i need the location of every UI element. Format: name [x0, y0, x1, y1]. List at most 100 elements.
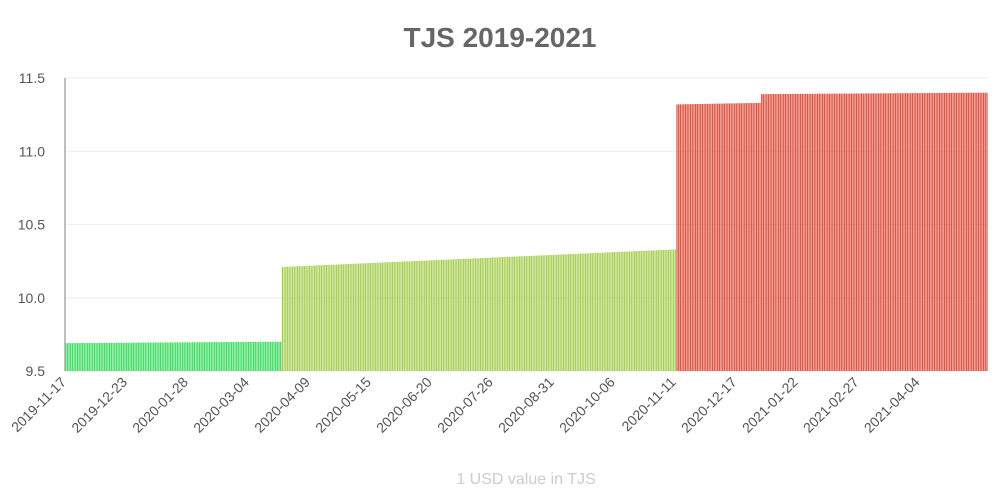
- bar: [710, 103, 712, 372]
- bar: [788, 93, 790, 371]
- bar: [127, 342, 129, 371]
- bar: [237, 341, 240, 371]
- bar: [866, 93, 868, 372]
- bar: [949, 92, 951, 371]
- bar: [424, 260, 426, 371]
- bar: [256, 341, 258, 371]
- bar: [893, 93, 895, 371]
- bar: [588, 253, 590, 371]
- bar: [891, 93, 893, 372]
- x-tick-label: 2020-11-11: [618, 374, 679, 435]
- bar: [510, 256, 512, 371]
- bar: [644, 250, 646, 371]
- bar: [420, 260, 422, 371]
- bar: [269, 341, 272, 371]
- bar: [959, 92, 961, 371]
- bar: [725, 103, 727, 371]
- bar: [776, 94, 778, 372]
- bar: [361, 263, 363, 371]
- bar: [798, 93, 800, 372]
- bar: [371, 262, 373, 371]
- bar: [303, 266, 306, 371]
- bar: [864, 93, 866, 371]
- bar: [449, 259, 451, 371]
- bar: [518, 256, 521, 371]
- bar: [876, 93, 878, 372]
- bar: [275, 341, 277, 371]
- bar: [695, 104, 697, 371]
- bar: [103, 342, 106, 371]
- y-tick-labels: 9.5 10.0 10.5 11.0 11.5: [18, 70, 45, 379]
- bar: [520, 256, 522, 371]
- bars: [65, 92, 988, 372]
- bar: [627, 251, 629, 371]
- bar: [943, 92, 946, 372]
- bar: [779, 93, 781, 372]
- bar: [391, 262, 394, 371]
- bar: [623, 251, 626, 371]
- bar: [881, 93, 883, 371]
- bar: [456, 259, 458, 371]
- bar: [833, 93, 836, 371]
- bar: [413, 261, 416, 371]
- bar: [781, 93, 783, 371]
- bar: [906, 93, 908, 372]
- bar: [852, 93, 854, 372]
- bar: [635, 251, 638, 371]
- bar: [767, 94, 770, 371]
- bar: [332, 264, 334, 371]
- bar: [356, 263, 358, 371]
- bar: [605, 252, 607, 371]
- bar: [872, 93, 875, 371]
- bar: [131, 342, 133, 371]
- bar: [578, 253, 580, 371]
- bar: [286, 266, 289, 371]
- x-tick-label: 2020-03-04: [190, 374, 252, 436]
- bar: [200, 342, 202, 371]
- bar: [859, 93, 861, 371]
- bar: [608, 252, 610, 371]
- bar: [335, 264, 338, 371]
- bar: [417, 260, 419, 371]
- bar: [310, 265, 312, 371]
- bar: [950, 92, 953, 371]
- bar: [95, 342, 97, 371]
- bar: [330, 264, 333, 371]
- bar: [972, 92, 975, 372]
- bar: [408, 261, 411, 371]
- x-tick-labels: 2019-11-17 2019-12-23 2020-01-28 2020-03-04…: [8, 374, 923, 436]
- bar: [764, 94, 766, 371]
- bar: [410, 261, 412, 371]
- bar: [225, 342, 228, 371]
- bar: [918, 93, 920, 371]
- bar: [430, 260, 433, 371]
- bar: [474, 258, 477, 371]
- bar: [544, 255, 546, 371]
- bar: [650, 250, 653, 371]
- bar: [596, 252, 599, 371]
- bar: [684, 104, 687, 371]
- bar: [298, 266, 300, 371]
- bar: [354, 263, 356, 371]
- bar: [164, 342, 167, 371]
- bar: [715, 103, 717, 372]
- bar: [622, 251, 624, 371]
- bar: [888, 93, 890, 371]
- bar: [68, 343, 70, 371]
- bar: [718, 103, 720, 372]
- x-tick-label: 2020-08-31: [495, 374, 557, 436]
- bar: [569, 254, 571, 371]
- bar: [683, 104, 685, 371]
- bar: [457, 259, 460, 371]
- bar: [732, 103, 734, 371]
- bar: [251, 341, 253, 371]
- bar: [976, 92, 978, 371]
- bar: [471, 258, 473, 371]
- bar: [376, 262, 378, 371]
- bar: [479, 258, 482, 371]
- bar: [905, 93, 907, 372]
- bar: [452, 259, 455, 371]
- bar: [136, 342, 138, 371]
- bar: [185, 342, 187, 371]
- bar: [696, 104, 698, 371]
